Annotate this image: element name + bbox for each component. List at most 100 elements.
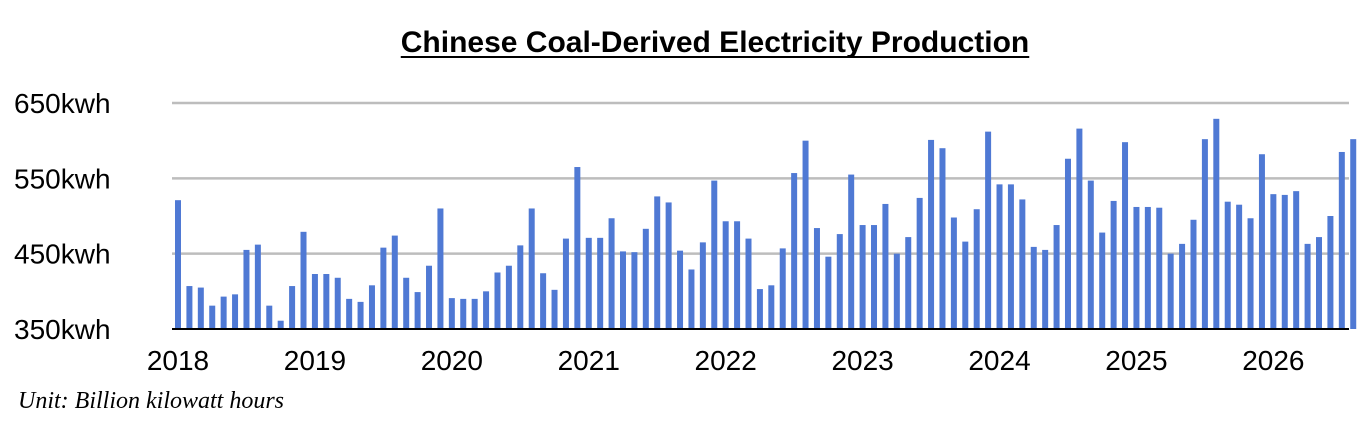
bar [985, 131, 992, 329]
bar [209, 305, 216, 329]
bar [1122, 142, 1129, 329]
bar [1087, 180, 1094, 329]
bar [928, 139, 935, 329]
y-tick-label: 550kwh [14, 163, 111, 194]
bar [1133, 206, 1140, 329]
bar [1201, 139, 1208, 329]
bar [277, 320, 284, 329]
bar [597, 237, 604, 329]
bar [334, 277, 341, 329]
x-tick-label: 2018 [147, 345, 209, 376]
bar [368, 285, 375, 329]
unit-note: Unit: Billion kilowatt hours [18, 388, 285, 414]
chart-title: Chinese Coal-Derived Electricity Product… [401, 26, 1030, 59]
bar [768, 285, 775, 329]
bar [346, 298, 353, 329]
bar [585, 237, 592, 329]
bar [1110, 200, 1117, 329]
bar [734, 221, 741, 329]
bar [1156, 207, 1163, 329]
bar [1019, 199, 1026, 329]
bar [186, 286, 193, 329]
x-tick-label: 2024 [968, 345, 1030, 376]
bar [950, 217, 957, 329]
x-tick-label: 2021 [558, 345, 620, 376]
bar [1030, 246, 1037, 329]
bar [1304, 243, 1311, 329]
x-tick-label: 2023 [831, 345, 893, 376]
bar [505, 265, 512, 329]
bar [517, 245, 524, 329]
bar [1042, 249, 1049, 329]
bar [1293, 191, 1300, 329]
bar [426, 265, 433, 329]
bar [1316, 237, 1322, 329]
bar [540, 273, 547, 329]
bar [745, 238, 752, 329]
y-tick-label: 350kwh [14, 314, 111, 345]
bar [551, 289, 558, 329]
bar [243, 249, 250, 329]
bar [802, 140, 809, 329]
bar [562, 238, 569, 329]
bar [289, 286, 296, 329]
bar [631, 252, 638, 329]
bar [448, 298, 455, 329]
bar [1007, 184, 1014, 329]
bar [1350, 139, 1357, 329]
bar [654, 196, 661, 329]
bar [608, 218, 615, 329]
bar [460, 298, 467, 329]
bar [882, 203, 889, 329]
x-tick-label: 2020 [421, 345, 483, 376]
y-tick-label: 650kwh [14, 88, 111, 119]
bar [665, 202, 672, 329]
bar [300, 231, 307, 329]
y-tick-label: 450kwh [14, 239, 111, 270]
bar [722, 221, 729, 329]
bar [905, 237, 912, 329]
bar [220, 296, 227, 329]
x-tick-label: 2019 [284, 345, 346, 376]
bar [414, 292, 421, 329]
bar [1076, 128, 1083, 329]
bar [871, 225, 878, 329]
bar [859, 225, 866, 329]
bar [175, 200, 181, 329]
bar [254, 244, 261, 329]
bar [1327, 216, 1334, 329]
bar [483, 291, 490, 329]
bar [1236, 204, 1243, 329]
bar [437, 208, 444, 329]
bar [973, 209, 980, 329]
bar [1224, 201, 1231, 329]
bar [1099, 232, 1106, 329]
bar [1144, 206, 1151, 329]
x-tick-label: 2026 [1242, 345, 1304, 376]
bar [916, 197, 923, 329]
gridlines [172, 101, 1349, 255]
bar [848, 174, 855, 329]
bar [1247, 218, 1254, 329]
bar [791, 173, 798, 329]
bar [1270, 194, 1277, 329]
bar [677, 250, 684, 329]
bar [323, 274, 330, 329]
x-tick-label: 2025 [1105, 345, 1167, 376]
bar [1179, 243, 1186, 329]
bar [1190, 219, 1197, 329]
bar [471, 298, 478, 329]
bar [825, 256, 832, 329]
bar [836, 234, 843, 329]
bar [688, 269, 695, 329]
bar [962, 241, 969, 329]
bar [893, 253, 900, 329]
bar [756, 289, 763, 329]
x-tick-label: 2022 [695, 345, 757, 376]
bar [1258, 154, 1265, 329]
bar [311, 274, 318, 329]
bar [494, 272, 501, 329]
y-axis-labels: 350kwh 450kwh 550kwh 650kwh [14, 88, 111, 345]
bar [528, 208, 535, 329]
